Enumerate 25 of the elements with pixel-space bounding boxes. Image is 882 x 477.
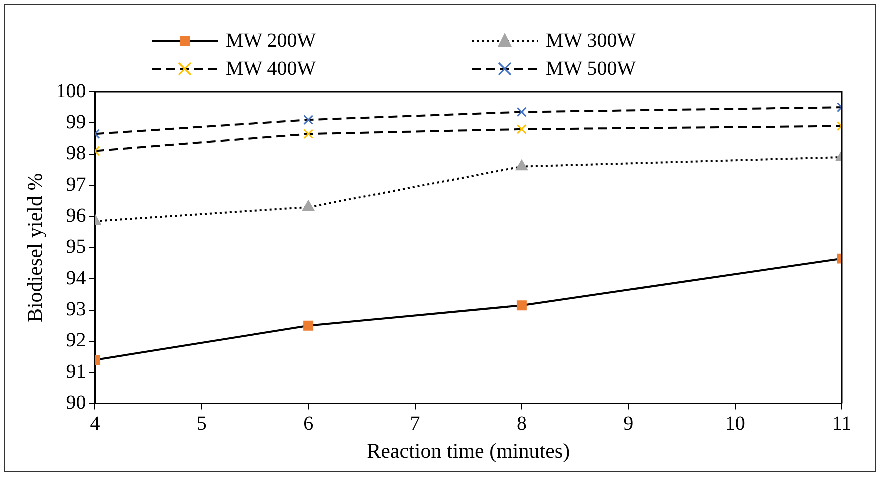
y-axis-title: Biodiesel yield % — [23, 173, 48, 323]
legend-label: MW 400W — [226, 58, 316, 80]
y-tick-label: 97 — [66, 174, 86, 196]
x-tick-label: 4 — [90, 413, 100, 436]
x-tick-label: 5 — [196, 413, 207, 436]
y-tick-label: 93 — [66, 298, 86, 321]
x-tick-label: 7 — [410, 413, 420, 436]
x-tick-label: 10 — [725, 413, 746, 436]
legend-label: MW 300W — [546, 30, 636, 52]
legend-label: MW 500W — [546, 58, 636, 80]
x-tick-label: 8 — [516, 413, 527, 436]
y-tick-label: 92 — [66, 330, 86, 352]
x-tick-label: 6 — [304, 413, 314, 436]
legend-label: MW 200W — [226, 30, 316, 52]
y-tick-label: 98 — [66, 142, 86, 165]
y-tick-label: 95 — [66, 236, 86, 258]
y-tick-label: 96 — [66, 204, 86, 227]
y-tick-label: 90 — [66, 392, 86, 414]
x-axis-title: Reaction time (minutes) — [367, 438, 570, 463]
x-tick-label: 11 — [832, 413, 852, 436]
y-tick-label: 94 — [66, 267, 86, 290]
y-tick-label: 99 — [66, 111, 86, 134]
x-tick-label: 9 — [624, 413, 634, 436]
y-tick-label: 91 — [66, 360, 86, 383]
y-tick-label: 100 — [56, 80, 86, 102]
